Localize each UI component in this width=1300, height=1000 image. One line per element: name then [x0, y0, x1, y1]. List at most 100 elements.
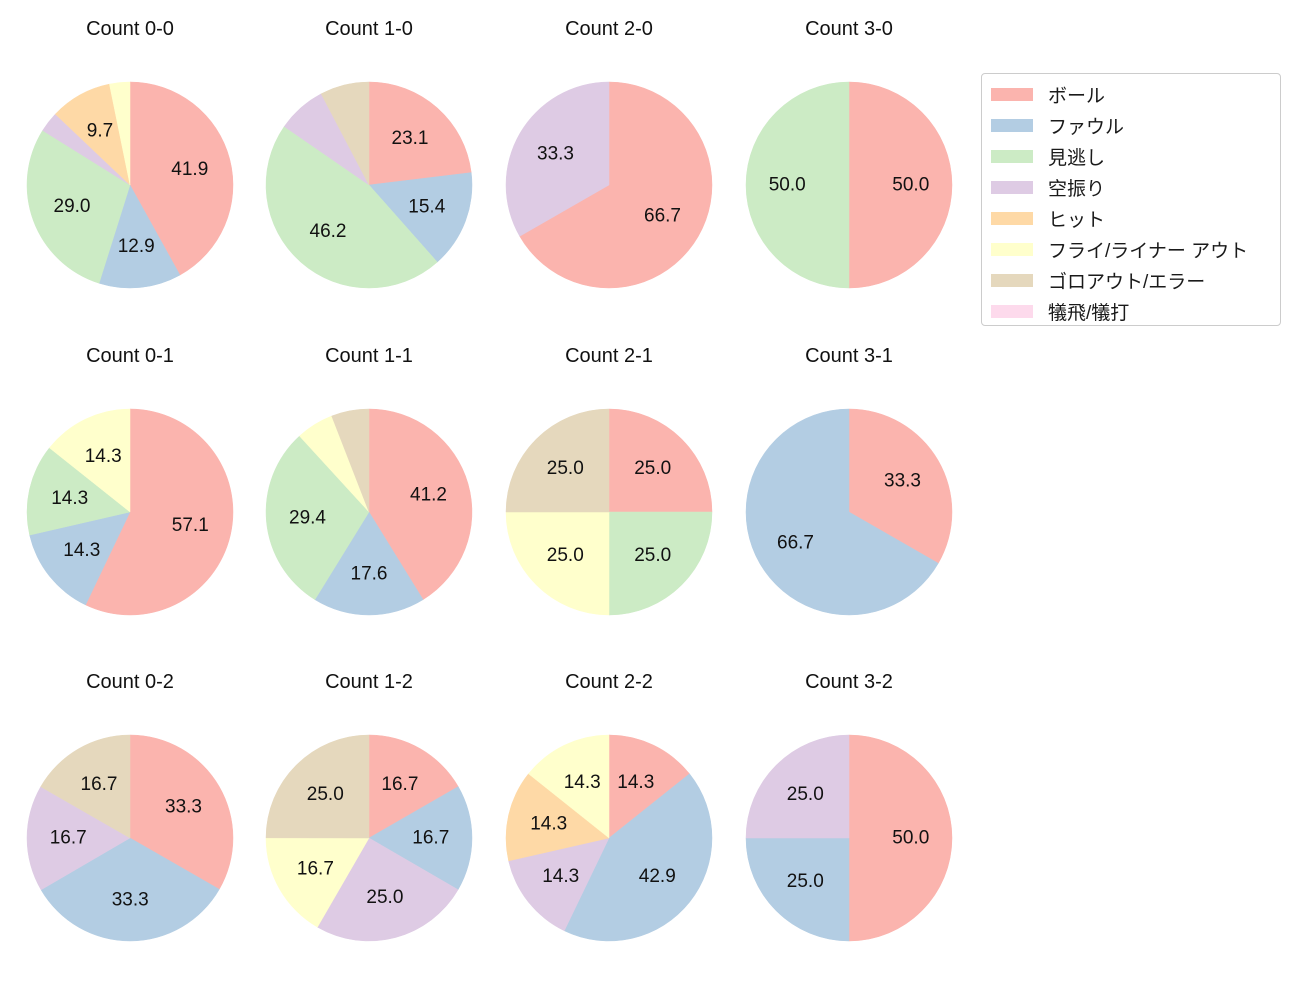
pie-chart-count-0-1: Count 0-1 57.1 14.3 14.3 14.3: [10, 341, 250, 661]
chart-title: Count 3-0: [805, 18, 893, 40]
slice-pct-label-ball: 50.0: [892, 175, 929, 196]
slice-foul: [98, 184, 181, 289]
pie: 41.9 12.9 29.0 9.7: [26, 81, 234, 289]
slice-looking: [26, 447, 131, 536]
legend-item-foul: ファウル: [982, 110, 1280, 141]
chart-title: Count 3-2: [805, 671, 893, 693]
slice-pct-label-ball: 50.0: [892, 828, 929, 849]
slice-pct-label-looking: 25.0: [634, 545, 671, 566]
chart-title: Count 1-2: [325, 671, 413, 693]
legend-swatch-icon: [991, 119, 1033, 132]
pie-chart-count-0-2: Count 0-2 33.3 33.3 16.7 16.7: [10, 667, 250, 987]
slice-ball: [848, 81, 953, 289]
chart-title: Count 0-0: [86, 18, 174, 40]
slice-fly_out: [265, 837, 370, 928]
slice-pct-label-ball: 16.7: [381, 774, 418, 795]
slice-ball: [129, 81, 234, 276]
slice-pct-label-swinging: 25.0: [787, 784, 824, 805]
pie: 33.3 66.7: [745, 408, 953, 616]
slice-ball: [519, 81, 713, 289]
legend-item-label: 見逃し: [1048, 148, 1106, 169]
slice-ball: [608, 734, 690, 839]
slice-looking: [265, 126, 438, 289]
slice-pct-label-foul: 42.9: [639, 866, 676, 887]
slice-pct-label-ground_out: 25.0: [547, 458, 584, 479]
slice-looking: [745, 81, 850, 289]
legend-item-label: 犠飛/犠打: [1048, 303, 1130, 324]
slice-ground_out: [320, 81, 370, 186]
slice-foul: [40, 837, 220, 942]
legend-item-ground_out: ゴロアウト/エラー: [982, 265, 1280, 296]
slice-pct-label-foul: 12.9: [118, 236, 155, 257]
chart-title: Count 2-2: [565, 671, 653, 693]
legend-item-hit: ヒット: [982, 203, 1280, 234]
slice-ball: [848, 734, 953, 942]
slice-looking: [608, 511, 713, 616]
slice-ground_out: [265, 734, 370, 839]
pie: 41.2 17.6 29.4: [265, 408, 473, 616]
slice-ball: [85, 408, 234, 616]
pie: 23.1 15.4 46.2: [265, 81, 473, 289]
slice-pct-label-foul: 33.3: [112, 889, 149, 910]
slice-pct-label-foul: 66.7: [777, 533, 814, 554]
slice-pct-label-ball: 25.0: [634, 458, 671, 479]
slice-looking: [265, 435, 370, 600]
slice-pct-label-looking: 29.4: [289, 507, 326, 528]
slice-pct-label-foul: 25.0: [787, 871, 824, 892]
slice-pct-label-foul: 14.3: [63, 540, 100, 561]
slice-pct-label-ball: 33.3: [165, 797, 202, 818]
legend-item-label: 空振り: [1048, 179, 1106, 200]
pie-chart-count-3-1: Count 3-1 33.3 66.7: [729, 341, 969, 661]
legend-swatch-icon: [991, 181, 1033, 194]
legend-swatch-icon: [991, 274, 1033, 287]
slice-pct-label-looking: 46.2: [310, 221, 347, 242]
slice-ball: [848, 408, 953, 564]
legend-item-looking: 見逃し: [982, 141, 1280, 172]
slice-pct-label-foul: 16.7: [412, 828, 449, 849]
pie-chart-count-3-0: Count 3-0 50.0 50.0: [729, 14, 969, 334]
slice-pct-label-ball: 14.3: [617, 772, 654, 793]
slice-pct-label-foul: 15.4: [408, 196, 445, 217]
legend-item-label: フライ/ライナー アウト: [1048, 241, 1249, 262]
slice-ground_out: [40, 734, 131, 839]
chart-title: Count 1-1: [325, 345, 413, 367]
chart-title: Count 2-0: [565, 18, 653, 40]
slice-pct-label-ground_out: 16.7: [81, 774, 118, 795]
slice-pct-label-fly_out: 25.0: [547, 545, 584, 566]
chart-title: Count 0-1: [86, 345, 174, 367]
slice-foul: [368, 786, 473, 891]
pie-chart-count-2-0: Count 2-0 66.7 33.3: [489, 14, 729, 334]
slice-pct-label-ball: 41.9: [171, 159, 208, 180]
legend-item-label: ファウル: [1048, 117, 1125, 138]
pie: 50.0 50.0: [745, 81, 953, 289]
slice-foul: [745, 408, 939, 616]
slice-pct-label-looking: 50.0: [769, 175, 806, 196]
slice-ball: [608, 408, 713, 513]
slice-swinging: [745, 734, 850, 839]
legend-item-sacrifice: 犠飛/犠打: [982, 296, 1280, 327]
slice-foul: [745, 837, 850, 942]
slice-pct-label-fly_out: 14.3: [564, 772, 601, 793]
pie-chart-count-0-0: Count 0-0 41.9 12.9 29.0 9.7: [10, 14, 250, 334]
slice-pct-label-ball: 57.1: [172, 515, 209, 536]
pie-chart-count-2-1: Count 2-1 25.0 25.0 25.0 25.0: [489, 341, 729, 661]
slice-pct-label-ball: 66.7: [644, 206, 681, 227]
pie: 57.1 14.3 14.3 14.3: [26, 408, 234, 616]
legend-item-swinging: 空振り: [982, 172, 1280, 203]
slice-pct-label-fly_out: 16.7: [297, 858, 334, 879]
slice-looking: [26, 130, 131, 284]
slice-pct-label-looking: 14.3: [51, 488, 88, 509]
legend-item-label: ヒット: [1048, 210, 1106, 231]
slice-pct-label-swinging: 14.3: [542, 866, 579, 887]
legend-item-ball: ボール: [982, 79, 1280, 110]
slice-fly_out: [505, 511, 610, 616]
pie-chart-count-1-2: Count 1-2 16.7 16.7 25.0 16.7 25.0: [249, 667, 489, 987]
slice-ball: [368, 81, 472, 186]
slice-pct-label-ball: 41.2: [410, 485, 447, 506]
pie: 66.7 33.3: [505, 81, 713, 289]
slice-pct-label-hit: 9.7: [87, 121, 113, 142]
pie-chart-count-2-2: Count 2-2 14.3 42.9 14.3 14.3 14.3: [489, 667, 729, 987]
pie: 50.0 25.0 25.0: [745, 734, 953, 942]
slice-ball: [129, 734, 234, 890]
pie-chart-count-3-2: Count 3-2 50.0 25.0 25.0: [729, 667, 969, 987]
